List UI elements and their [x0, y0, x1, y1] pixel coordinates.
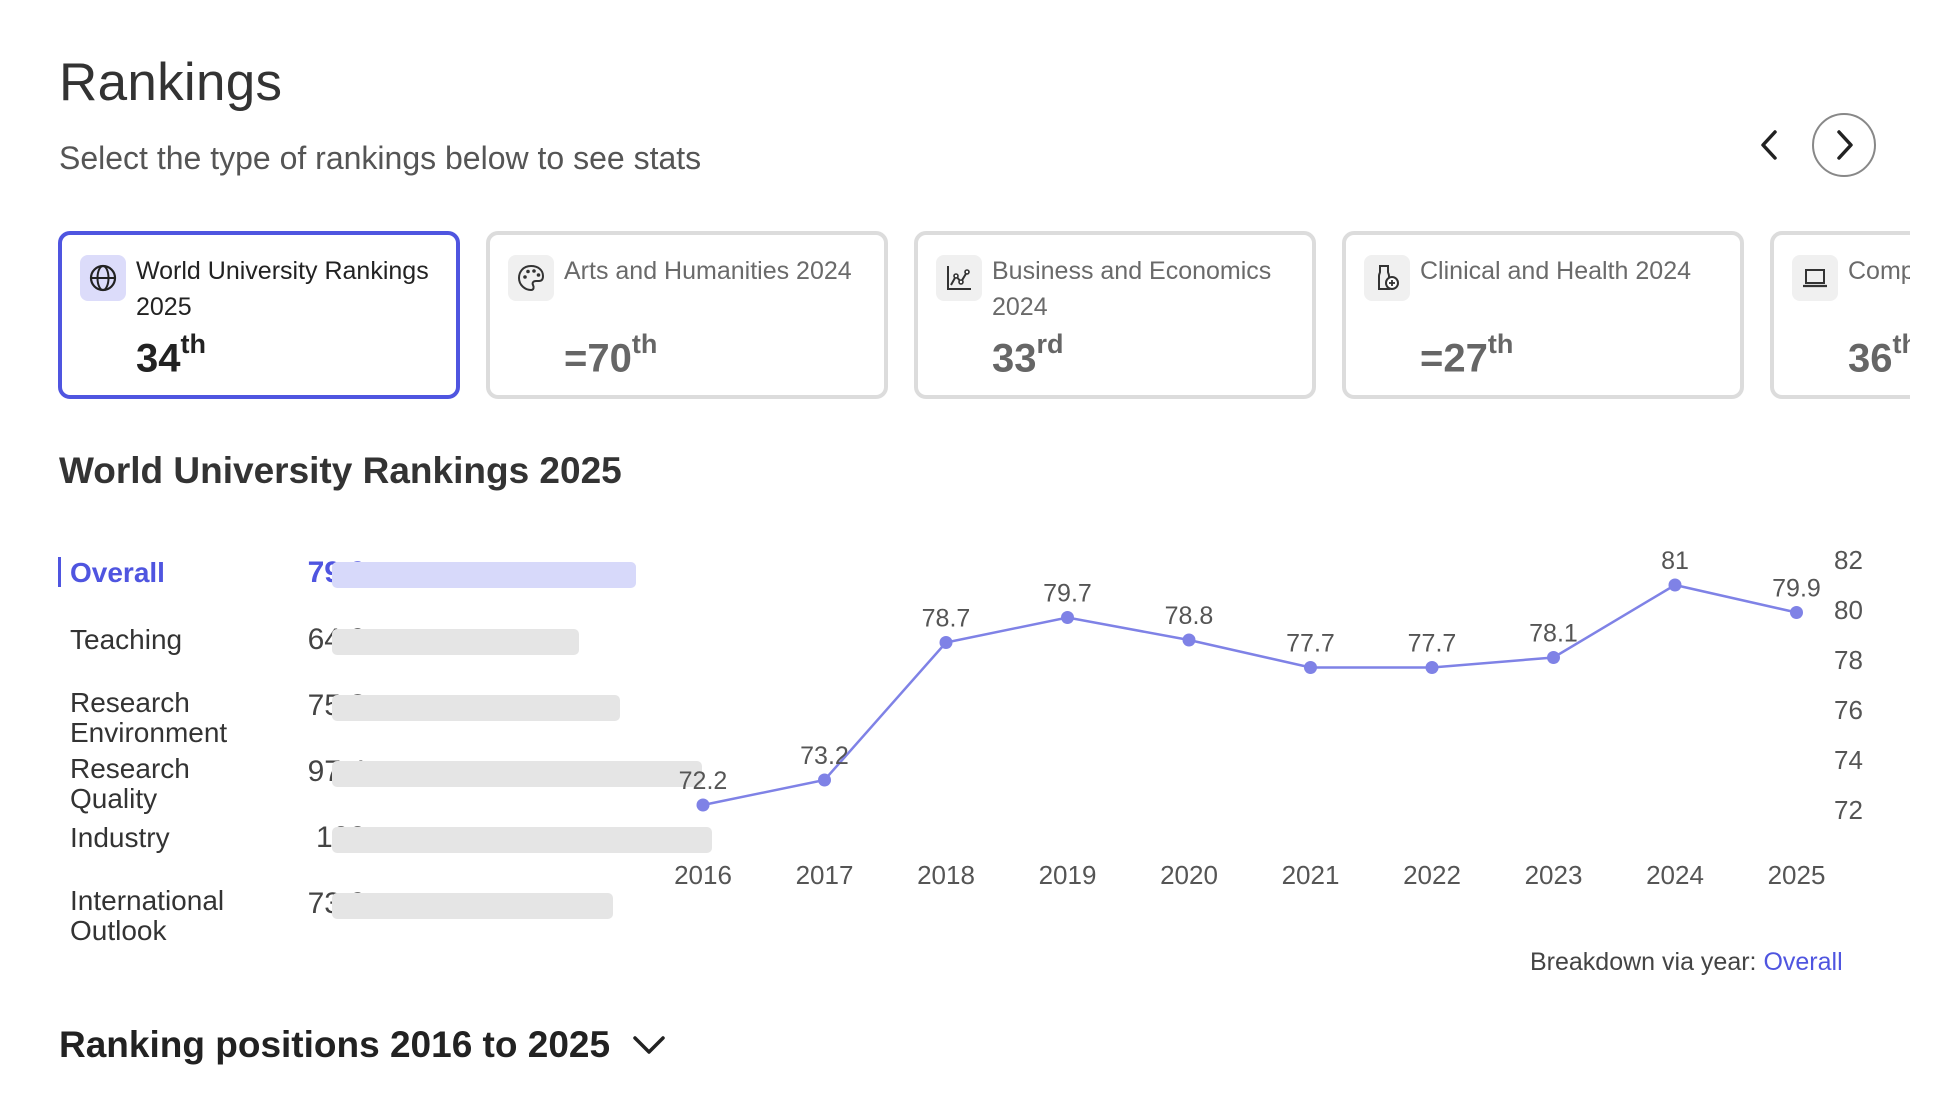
ranking-card-rank: 34th	[136, 329, 206, 381]
x-tick-label: 2021	[1282, 860, 1340, 890]
data-point	[1304, 661, 1317, 674]
ranking-card-label: World University Rankings 2025	[136, 257, 429, 321]
x-tick-label: 2019	[1039, 860, 1097, 890]
data-label: 73.2	[800, 742, 849, 770]
chevron-left-icon	[1761, 130, 1777, 160]
ranking-card-world[interactable]: World University Rankings 2025 34th	[58, 231, 460, 399]
data-label: 78.8	[1165, 602, 1214, 630]
previous-button[interactable]	[1738, 113, 1802, 177]
ranking-card-rank: 33rd	[992, 329, 1064, 381]
section-title: World University Rankings 2025	[59, 450, 622, 491]
metric-bar	[332, 695, 620, 721]
medical-icon	[1364, 255, 1410, 301]
data-point	[1061, 611, 1074, 624]
metric-label: Research Environment	[70, 687, 228, 748]
metric-label: Overall	[70, 557, 165, 588]
chevron-down-icon	[633, 1036, 665, 1054]
x-tick-label: 2018	[917, 860, 975, 890]
data-label: 78.1	[1529, 620, 1578, 648]
metric-label: Research Quality	[70, 753, 190, 814]
data-label: 79.7	[1043, 580, 1092, 608]
data-point	[696, 798, 710, 812]
breakdown-link[interactable]: Overall	[1763, 948, 1843, 976]
data-point	[939, 636, 953, 649]
data-label: 72.2	[679, 767, 728, 795]
next-button[interactable]	[1812, 113, 1876, 177]
y-tick-label: 82	[1834, 545, 1863, 575]
metric-label: Teaching	[70, 624, 183, 655]
chevron-right-icon	[1837, 130, 1853, 160]
series-line	[702, 583, 1797, 807]
laptop-icon	[1792, 255, 1838, 301]
ranking-positions-toggle[interactable]: Ranking positions 2016 to 2025	[59, 1024, 666, 1066]
data-point	[1182, 633, 1196, 647]
x-tick-label: 2025	[1768, 860, 1826, 890]
metric-bar	[332, 761, 702, 787]
x-tick-label: 2024	[1646, 860, 1704, 890]
metric-bar	[332, 827, 712, 853]
data-label: 77.7	[1286, 630, 1335, 658]
data-point	[1668, 578, 1682, 592]
palette-icon	[508, 255, 554, 301]
ranking-card-label: Arts and Humanities 2024	[564, 257, 852, 285]
y-tick-label: 72	[1834, 795, 1863, 825]
chart-trend-icon	[936, 255, 982, 301]
ranking-card-label: Computer Science 2024	[1848, 257, 1910, 285]
x-tick-label: 2017	[796, 860, 854, 890]
data-point	[1790, 606, 1803, 619]
ranking-positions-title: Ranking positions 2016 to 2025	[59, 1024, 611, 1065]
globe-icon	[80, 255, 126, 301]
ranking-card-rank: =70th	[564, 329, 658, 381]
ranking-cards-carousel: World University Rankings 2025 34th Arts…	[58, 231, 1910, 401]
metric-bar	[332, 562, 636, 588]
y-tick-label: 78	[1834, 645, 1863, 675]
ranking-card-label: Business and Economics 2024	[992, 257, 1272, 321]
ranking-card-rank: =27th	[1420, 329, 1514, 381]
y-tick-label: 74	[1834, 745, 1863, 775]
metric-bar	[332, 629, 579, 655]
y-tick-label: 80	[1834, 595, 1863, 625]
ranking-card-arts[interactable]: Arts and Humanities 2024 =70th	[486, 231, 888, 399]
x-tick-label: 2023	[1525, 860, 1583, 890]
data-label: 78.7	[922, 605, 971, 633]
page-title: Rankings	[59, 53, 283, 112]
data-point	[1547, 651, 1560, 664]
data-label: 81	[1661, 547, 1689, 575]
ranking-card-rank: 36th	[1848, 329, 1910, 381]
active-indicator	[58, 557, 61, 587]
metric-bar	[332, 893, 613, 919]
ranking-card-clinical[interactable]: Clinical and Health 2024 =27th	[1342, 231, 1744, 399]
ranking-card-business[interactable]: Business and Economics 2024 33rd	[914, 231, 1316, 399]
y-tick-label: 76	[1834, 695, 1863, 725]
overall-score-line-chart: 72.2 73.2 78.7 79.7 78.8 77.7 77.7 78.1 81 79.9 20…	[674, 545, 1863, 890]
data-point	[1425, 661, 1439, 674]
x-tick-label: 2016	[674, 860, 732, 890]
breakdown-selector: Breakdown via year: Overall	[1530, 948, 1843, 977]
data-label: 77.7	[1408, 630, 1457, 658]
data-label: 79.9	[1772, 575, 1821, 603]
x-tick-label: 2020	[1160, 860, 1218, 890]
metric-label: Industry	[70, 822, 170, 853]
data-point	[818, 773, 831, 787]
x-tick-label: 2022	[1403, 860, 1461, 890]
page-subtitle: Select the type of rankings below to see…	[59, 140, 702, 176]
ranking-card-computer-science[interactable]: Computer Science 2024 36th	[1770, 231, 1910, 399]
metric-label: International Outlook	[70, 885, 225, 946]
ranking-card-label: Clinical and Health 2024	[1420, 257, 1692, 285]
breakdown-prefix: Breakdown via year:	[1530, 948, 1764, 976]
